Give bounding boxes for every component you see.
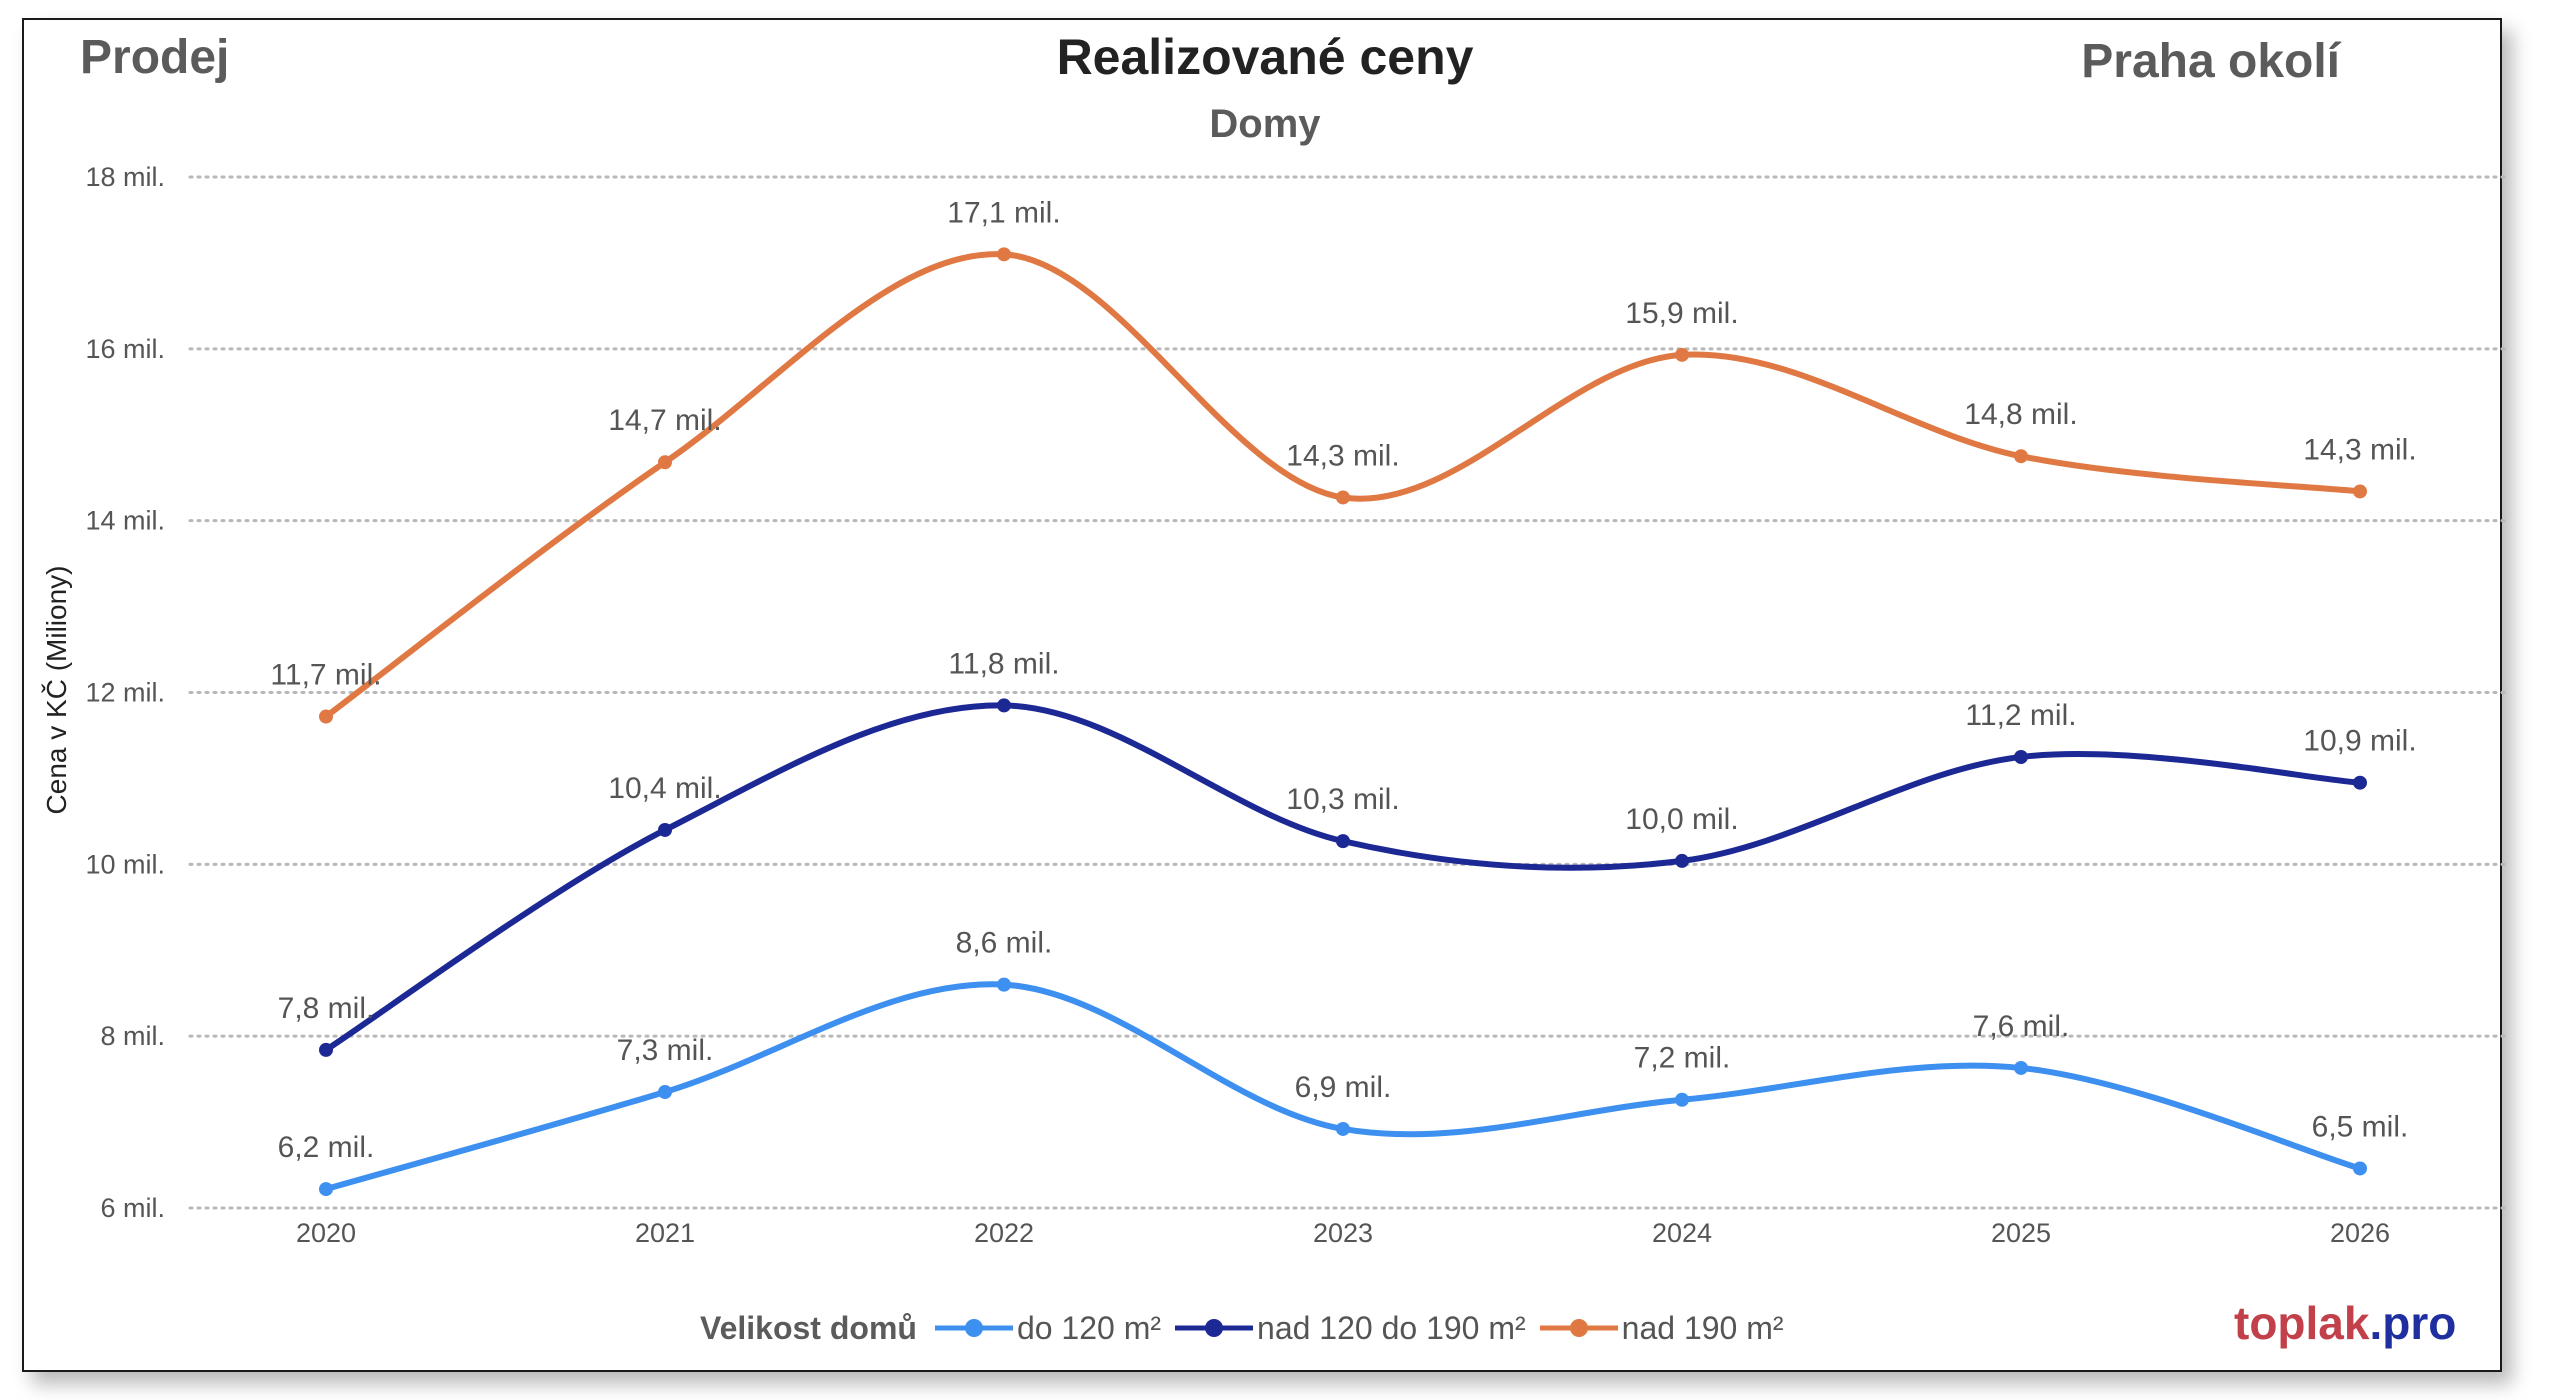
data-point[interactable] bbox=[997, 977, 1011, 992]
legend-item-medium[interactable]: nad 120 do 190 m² bbox=[1173, 1310, 1526, 1347]
data-label: 15,9 mil. bbox=[1625, 297, 1738, 330]
data-point[interactable] bbox=[1675, 1092, 1689, 1107]
legend-title: Velikost domů bbox=[700, 1309, 917, 1346]
data-label: 10,3 mil. bbox=[1286, 783, 1399, 816]
data-label: 14,8 mil. bbox=[1964, 398, 2077, 431]
data-label: 10,4 mil. bbox=[608, 772, 721, 805]
legend-label: nad 120 do 190 m² bbox=[1257, 1309, 1526, 1346]
data-point[interactable] bbox=[2353, 1161, 2367, 1176]
y-tick-label: 12 mil. bbox=[85, 678, 165, 708]
data-label: 6,9 mil. bbox=[1295, 1071, 1392, 1104]
legend-label: nad 190 m² bbox=[1621, 1309, 1784, 1346]
data-point[interactable] bbox=[2014, 1060, 2028, 1075]
data-label: 10,9 mil. bbox=[2303, 725, 2416, 758]
data-point[interactable] bbox=[1675, 853, 1689, 868]
transaction-type-label: Prodej bbox=[80, 31, 230, 84]
data-point[interactable] bbox=[1336, 834, 1350, 849]
data-point[interactable] bbox=[319, 709, 333, 724]
y-axis-title: Cena v KČ (Miliony) bbox=[41, 566, 72, 815]
data-label: 6,5 mil. bbox=[2312, 1110, 2409, 1143]
legend-item-large[interactable]: nad 190 m² bbox=[1538, 1310, 1784, 1347]
legend-item-small[interactable]: do 120 m² bbox=[933, 1310, 1161, 1347]
data-point[interactable] bbox=[1336, 490, 1350, 505]
y-tick-label: 8 mil. bbox=[100, 1021, 165, 1051]
data-label: 7,6 mil. bbox=[1973, 1010, 2070, 1043]
y-tick-label: 14 mil. bbox=[85, 506, 165, 536]
data-point[interactable] bbox=[319, 1042, 333, 1057]
data-point[interactable] bbox=[997, 247, 1011, 262]
data-point[interactable] bbox=[1675, 347, 1689, 362]
data-point[interactable] bbox=[658, 455, 672, 470]
data-label: 11,7 mil. bbox=[270, 659, 381, 692]
data-point[interactable] bbox=[997, 698, 1011, 713]
data-point[interactable] bbox=[658, 822, 672, 837]
data-label: 7,8 mil. bbox=[278, 992, 375, 1025]
data-point[interactable] bbox=[2014, 449, 2028, 464]
data-label: 14,3 mil. bbox=[1286, 439, 1399, 472]
x-tick-label: 2024 bbox=[1652, 1218, 1712, 1248]
data-point[interactable] bbox=[2353, 775, 2367, 790]
series-line bbox=[323, 702, 2363, 1053]
y-tick-label: 6 mil. bbox=[100, 1193, 165, 1223]
legend-label: do 120 m² bbox=[1016, 1309, 1162, 1346]
data-label: 6,2 mil. bbox=[278, 1131, 375, 1164]
data-label: 14,7 mil. bbox=[608, 404, 721, 437]
legend: Velikost domů do 120 m² nad 120 do 190 m… bbox=[700, 1304, 1796, 1352]
chart-frame bbox=[22, 18, 2502, 1372]
x-tick-label: 2023 bbox=[1313, 1218, 1373, 1248]
x-tick-labels: 2020 2021 2022 2023 2024 2025 2026 bbox=[296, 1218, 2390, 1248]
y-tick-labels: 6 mil. 8 mil. 10 mil. 12 mil. 14 mil. 16 mil.… bbox=[85, 162, 165, 1223]
series-line bbox=[323, 251, 2363, 720]
data-points bbox=[319, 247, 2367, 1197]
x-tick-label: 2020 bbox=[296, 1218, 356, 1248]
brand-logo: toplak.pro bbox=[2234, 1297, 2457, 1349]
data-label: 11,2 mil. bbox=[1965, 699, 2076, 732]
data-label: 10,0 mil. bbox=[1625, 803, 1738, 836]
data-labels: 6,2 mil. 7,3 mil. 8,6 mil. 6,9 mil. 7,2 mil.… bbox=[270, 196, 2416, 1164]
data-label: 8,6 mil. bbox=[956, 927, 1053, 960]
data-label: 14,3 mil. bbox=[2303, 433, 2416, 466]
x-tick-label: 2026 bbox=[2330, 1218, 2390, 1248]
chart-title: Realizované ceny bbox=[1056, 29, 1474, 85]
x-tick-label: 2021 bbox=[635, 1218, 695, 1248]
data-label: 11,8 mil. bbox=[948, 647, 1059, 680]
data-label: 17,1 mil. bbox=[947, 196, 1060, 229]
region-label: Praha okolí bbox=[2081, 35, 2340, 88]
data-point[interactable] bbox=[2014, 749, 2028, 764]
legend-line-icon bbox=[934, 1319, 1013, 1337]
data-label: 7,2 mil. bbox=[1634, 1042, 1731, 1075]
x-tick-label: 2025 bbox=[1991, 1218, 2051, 1248]
data-point[interactable] bbox=[1336, 1121, 1350, 1136]
data-label: 7,3 mil. bbox=[617, 1034, 714, 1067]
data-point[interactable] bbox=[658, 1085, 672, 1100]
y-tick-label: 10 mil. bbox=[85, 849, 165, 879]
data-point[interactable] bbox=[2353, 484, 2367, 499]
legend-line-icon bbox=[1175, 1319, 1254, 1337]
legend-line-icon bbox=[1539, 1319, 1618, 1337]
y-tick-label: 16 mil. bbox=[85, 334, 165, 364]
x-tick-label: 2022 bbox=[974, 1218, 1034, 1248]
y-tick-label: 18 mil. bbox=[85, 162, 165, 192]
data-point[interactable] bbox=[319, 1182, 333, 1197]
chart-subtitle: Domy bbox=[1209, 102, 1321, 146]
grid-lines bbox=[188, 175, 2512, 1210]
